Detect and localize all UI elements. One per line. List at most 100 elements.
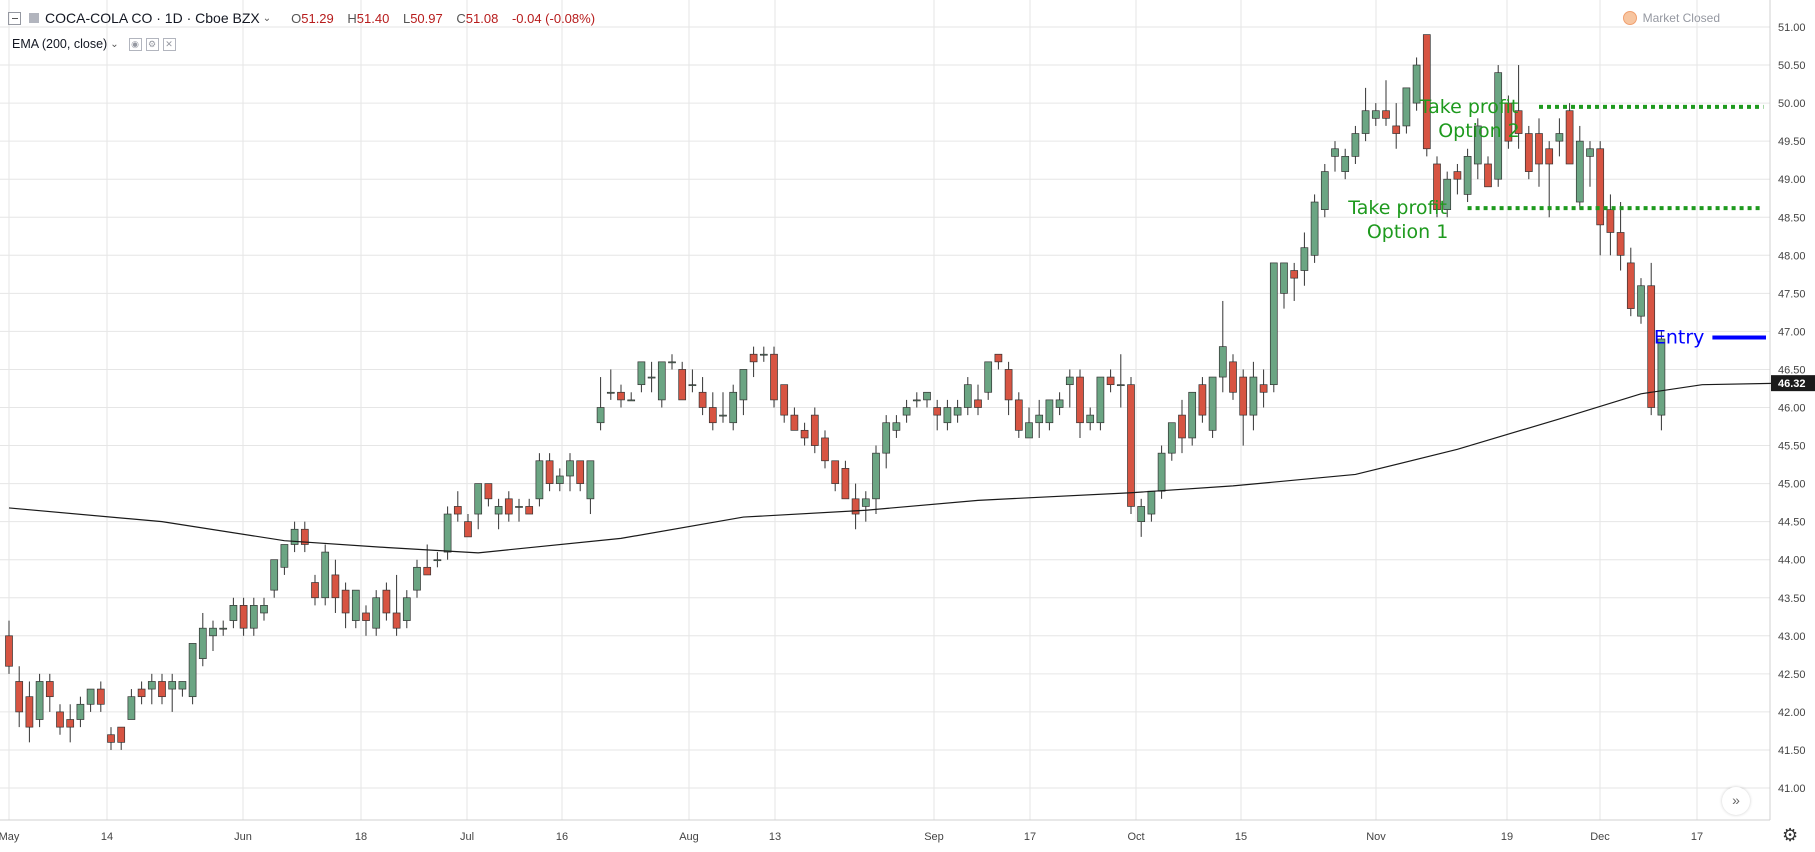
last-price-tag — [1771, 375, 1815, 392]
x-tick-label: May — [0, 831, 20, 843]
x-tick-label: 17 — [1691, 831, 1703, 843]
y-tick-label: 42.00 — [1778, 707, 1806, 719]
candle-down — [331, 574, 340, 599]
candle-up — [1086, 414, 1095, 424]
candle-up — [923, 391, 931, 401]
candle-up — [1055, 399, 1064, 408]
x-tick-label: Oct — [1127, 831, 1144, 843]
candle-down — [698, 391, 707, 408]
candle-down — [1004, 369, 1013, 401]
chevron-down-icon[interactable]: ⌄ — [262, 12, 272, 24]
candle-up — [1320, 171, 1329, 210]
candle-down — [1626, 262, 1635, 309]
y-tick-label: 49.00 — [1778, 174, 1806, 186]
candle-down — [137, 688, 146, 698]
ema-line — [8, 382, 1784, 554]
take-profit-label: Take profit — [1347, 197, 1447, 219]
candle-down — [1392, 125, 1401, 134]
y-tick-label: 44.50 — [1778, 517, 1806, 529]
candle-up — [688, 384, 697, 387]
chart-header: COCA-COLA CO · 1D · Cboe BZX ⌄ O51.29 H5… — [0, 0, 1770, 51]
candle-up — [1096, 376, 1105, 424]
candle-up — [351, 589, 360, 621]
candle-down — [1433, 163, 1441, 210]
candle-up — [1657, 338, 1666, 416]
settings-icon[interactable]: ⚙ — [145, 37, 159, 51]
candle-up — [229, 605, 238, 621]
candle-down — [1596, 148, 1605, 226]
candle-up — [372, 597, 381, 629]
close-icon[interactable]: ✕ — [162, 37, 176, 51]
candle-down — [770, 353, 778, 401]
collapse-icon[interactable] — [8, 11, 21, 25]
candle-up — [912, 399, 921, 402]
candle-down — [1422, 34, 1431, 150]
scroll-to-realtime-button[interactable]: » — [1722, 787, 1750, 815]
candle-up — [729, 391, 738, 424]
candle-down — [708, 407, 717, 424]
candle-down — [1565, 110, 1574, 165]
candle-up — [1045, 399, 1054, 424]
candle-up — [627, 399, 636, 402]
candle-up — [474, 483, 483, 515]
indicator-chevron-icon[interactable]: ⌄ — [110, 38, 119, 50]
market-status: Market Closed — [1622, 11, 1720, 25]
candle-down — [504, 498, 513, 515]
last-price-label: 46.32 — [1778, 378, 1806, 390]
candle-up — [1463, 156, 1472, 195]
candle-up — [1218, 346, 1227, 378]
gear-icon[interactable]: ⚙ — [1782, 825, 1799, 845]
candle-down — [800, 429, 809, 439]
high-value: 51.40 — [356, 10, 390, 26]
entry-label: Entry — [1654, 326, 1705, 348]
candle-down — [821, 437, 829, 462]
candle-up — [35, 681, 44, 720]
candle-up — [1473, 125, 1482, 165]
candle-down — [300, 528, 309, 545]
indicator-label[interactable]: EMA (200, close) — [12, 37, 108, 51]
candle-down — [484, 483, 493, 500]
candle-up — [219, 627, 228, 630]
x-tick-label: Jul — [460, 831, 474, 843]
symbol-title[interactable]: COCA-COLA CO · 1D · Cboe BZX — [45, 10, 260, 26]
eye-icon[interactable]: ◉ — [128, 37, 142, 51]
candle-down — [1514, 110, 1523, 134]
y-tick-label: 44.00 — [1778, 555, 1806, 567]
candle-up — [1341, 156, 1350, 172]
high-label: H — [347, 10, 357, 26]
candle-down — [341, 589, 350, 614]
candle-up — [1137, 506, 1146, 522]
candle-down — [851, 498, 860, 515]
candle-up — [668, 361, 676, 364]
candle-up — [168, 681, 177, 690]
candle-down — [749, 353, 758, 363]
y-tick-label: 42.50 — [1778, 669, 1806, 681]
candle-down — [158, 681, 166, 698]
candle-down — [5, 635, 13, 667]
candle-up — [1300, 247, 1309, 271]
y-tick-label: 43.00 — [1778, 631, 1806, 643]
candle-down — [66, 719, 75, 728]
candle-up — [1443, 178, 1452, 210]
candle-down — [1524, 133, 1533, 172]
candle-up — [86, 688, 95, 705]
candle-down — [1198, 384, 1207, 416]
candle-up — [943, 407, 952, 424]
candle-up — [1269, 262, 1278, 386]
candle-down — [933, 407, 942, 416]
candle-down — [1647, 285, 1656, 408]
candle-up — [290, 528, 299, 545]
candle-up — [433, 559, 442, 562]
candle-up — [739, 369, 748, 401]
candle-up — [494, 506, 503, 515]
candle-up — [198, 627, 207, 659]
candle-up — [1351, 133, 1360, 157]
x-tick-label: Aug — [679, 831, 699, 843]
y-tick-label: 46.50 — [1778, 364, 1806, 376]
candle-up — [1586, 148, 1594, 157]
candle-up — [260, 605, 268, 614]
candle-up — [566, 460, 574, 477]
candle-down — [423, 566, 432, 576]
candle-up — [963, 384, 972, 408]
